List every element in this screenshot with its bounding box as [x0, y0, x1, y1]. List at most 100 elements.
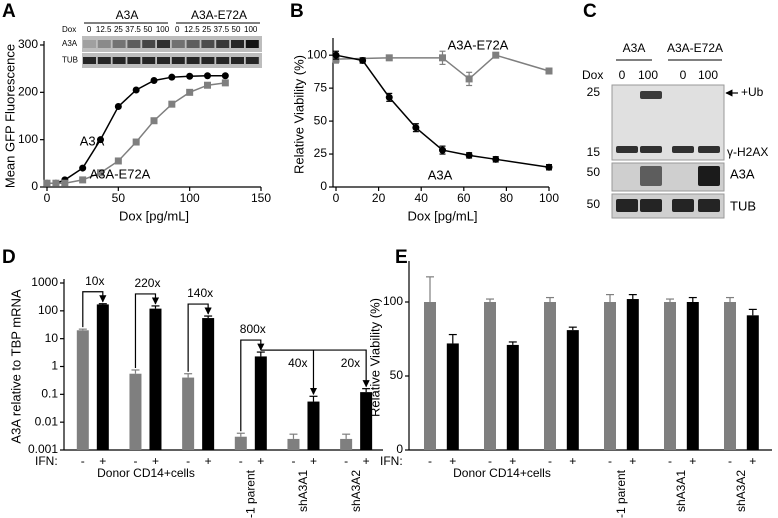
y-tick-label: 100: [383, 294, 403, 308]
blot-band: [231, 40, 244, 48]
point: [43, 179, 51, 187]
x-tick-label: +: [257, 454, 264, 468]
category-label: Donor CD14+cells: [453, 466, 551, 480]
blot-band: [142, 40, 156, 48]
x-tick-label: -: [668, 454, 672, 468]
x-tick-label: +: [749, 454, 756, 468]
bar: [76, 330, 89, 450]
blot-lane-label: 12.5: [96, 25, 112, 34]
x-tick-label: 40: [415, 191, 429, 205]
x-tick-label: 50: [112, 191, 126, 205]
x-tick-label: -: [186, 454, 190, 468]
point: [114, 157, 122, 165]
x-tick-label: +: [99, 454, 106, 468]
bar: [626, 299, 639, 450]
blot-group-label: A3A: [623, 41, 646, 55]
category-label: THP-1 parent: [614, 469, 628, 518]
point: [465, 151, 473, 159]
fold-arrow: [240, 339, 265, 432]
fold-label: 20x: [341, 356, 360, 370]
blot-group-label: A3A-E72A: [667, 41, 723, 55]
blot-lane-label: 12.5: [184, 25, 200, 34]
blot-band: [112, 40, 126, 48]
category-label: shA3A1: [296, 470, 310, 512]
y-tick-label: 0: [396, 442, 403, 456]
fold-arrow: [187, 303, 212, 372]
series-label: A3A: [80, 133, 105, 148]
blot-band: [127, 57, 141, 64]
blot-lane-label: 50: [143, 25, 152, 34]
blot-marker: 15: [587, 145, 601, 159]
series-label: A3A-E72A: [90, 166, 151, 181]
blot-band: [157, 57, 170, 64]
series-label: A3A-E72A: [448, 37, 509, 52]
blot-marker: 50: [587, 197, 601, 211]
fold-label: 220x: [134, 276, 160, 290]
x-tick-label: 0: [333, 191, 340, 205]
point: [412, 124, 420, 132]
blot-marker: 25: [587, 85, 601, 99]
point: [79, 176, 87, 184]
panel-label: B: [290, 1, 304, 22]
category-label: shA3A2: [734, 470, 748, 512]
point: [385, 93, 393, 101]
point: [168, 73, 176, 81]
point: [492, 155, 500, 163]
point: [439, 54, 446, 62]
blot-band: [171, 57, 185, 64]
x-tick-label: +: [629, 454, 636, 468]
y-tick-label: 25: [314, 146, 328, 160]
x-tick-label: +: [363, 454, 370, 468]
blot-lane-label: 100: [638, 68, 658, 82]
fold-label: 40x: [288, 356, 307, 370]
x-prefix-label: IFN:: [380, 454, 403, 468]
x-axis-title: Dox [pg/mL]: [407, 208, 477, 223]
y-axis-title: A3A relative to TBP mRNA: [8, 289, 23, 443]
x-tick-label: -: [608, 454, 612, 468]
point: [61, 179, 69, 187]
panel-label: A: [2, 1, 16, 22]
x-tick-label: -: [344, 454, 348, 468]
fold-label: 10x: [85, 274, 104, 288]
y-axis-title: Relative Viability (%): [367, 298, 382, 417]
blot-band: [97, 57, 111, 64]
point: [221, 79, 229, 87]
series-label: A3A: [428, 167, 453, 182]
x-tick-label: -: [239, 454, 243, 468]
blot-lane-label: 100: [156, 25, 170, 34]
x-tick-label: +: [569, 454, 576, 468]
blot-band: [245, 40, 259, 48]
blot-band: [171, 40, 185, 48]
x-tick-label: +: [310, 454, 317, 468]
point: [97, 169, 104, 177]
point: [385, 54, 393, 62]
point: [465, 75, 473, 83]
blot-band: [127, 40, 141, 48]
bar: [96, 304, 109, 450]
category-label: THP-1 parent: [244, 469, 258, 518]
blot-label: γ-H2AX: [727, 145, 768, 159]
x-tick-label: 100: [539, 191, 559, 205]
blot-band: [83, 57, 96, 64]
point: [439, 146, 446, 154]
blot-lane-label: 0: [175, 25, 180, 34]
x-tick-label: +: [689, 454, 696, 468]
blot-band: [186, 57, 200, 64]
fold-arrow: [134, 293, 160, 368]
y-tick-label: 0: [320, 179, 327, 193]
blot-band: [112, 57, 126, 64]
blot-row-label: TUB: [62, 56, 78, 65]
x-axis-title: Dox [pg/mL]: [119, 208, 189, 223]
blot-band: [231, 57, 244, 64]
category-label: Donor CD14+cells: [97, 466, 195, 480]
x-tick-label: -: [488, 454, 492, 468]
y-tick-label: 0: [31, 179, 38, 193]
bar: [182, 377, 195, 450]
point: [492, 51, 500, 59]
bar: [446, 343, 459, 450]
blot-band: [672, 199, 694, 212]
bar: [149, 308, 162, 450]
blot-marker: 50: [587, 165, 601, 179]
x-tick-label: 100: [180, 191, 200, 205]
